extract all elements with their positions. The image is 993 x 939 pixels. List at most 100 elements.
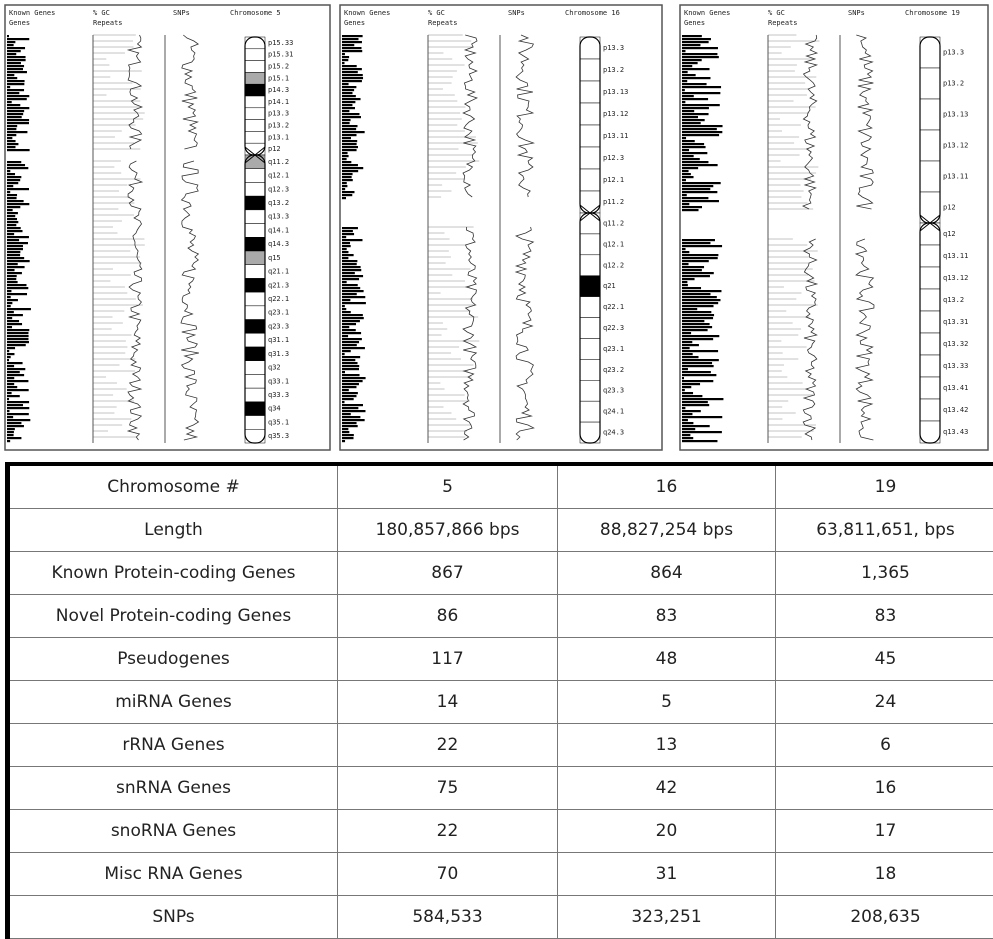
gene-bar <box>7 206 20 208</box>
band-label: q12.1 <box>268 172 289 180</box>
cell: 16 <box>776 767 993 810</box>
band-label: p13.12 <box>603 110 628 118</box>
gene-bar <box>682 86 721 88</box>
gene-bar <box>342 248 347 250</box>
gene-bar <box>7 197 17 199</box>
band-label: q22.3 <box>603 324 624 332</box>
row-label: Pseudogenes <box>8 638 338 681</box>
track-header: Repeats <box>93 19 123 27</box>
gene-bar <box>7 182 18 184</box>
gene-bar <box>682 380 713 382</box>
band-label: q11.2 <box>603 219 624 227</box>
gene-bar <box>7 371 20 373</box>
gene-bar <box>7 335 29 337</box>
gene-bar <box>682 44 700 46</box>
gene-bar <box>682 350 718 352</box>
cell: 5 <box>558 681 776 724</box>
cell: 117 <box>338 638 558 681</box>
gene-bar <box>342 365 359 367</box>
gene-bar <box>7 431 14 433</box>
gene-bar <box>682 113 709 115</box>
gene-bar <box>7 323 22 325</box>
gene-bar <box>342 101 355 103</box>
gene-bar <box>7 176 21 178</box>
gene-bar <box>7 269 15 271</box>
band <box>245 224 265 238</box>
cell: 22 <box>338 810 558 853</box>
gene-bar <box>682 59 702 61</box>
band-label: q13.42 <box>943 406 968 414</box>
gene-bar <box>342 344 357 346</box>
gene-bar <box>342 395 356 397</box>
band <box>920 355 940 377</box>
band <box>245 96 265 108</box>
gene-bar <box>7 62 21 64</box>
gene-bar <box>7 230 23 232</box>
gene-bar <box>7 422 21 424</box>
band-label: p13.13 <box>943 111 968 119</box>
band <box>245 131 265 143</box>
gene-bar <box>342 263 357 265</box>
gene-bar <box>7 212 18 214</box>
band-label: q33.3 <box>268 391 289 399</box>
gene-bar <box>682 377 684 379</box>
gene-bar <box>342 182 347 184</box>
gene-bar <box>682 395 702 397</box>
band <box>580 380 600 401</box>
cell: 31 <box>558 853 776 896</box>
gene-bar <box>682 152 707 154</box>
band <box>245 251 265 265</box>
gene-bar <box>7 209 13 211</box>
gene-bar <box>7 233 14 235</box>
row-label: Known Protein-coding Genes <box>8 552 338 595</box>
band <box>580 191 600 213</box>
band-label: p12 <box>943 204 956 212</box>
gene-bar <box>342 251 348 253</box>
gene-bar <box>7 188 29 190</box>
band <box>245 265 265 279</box>
gene-bar <box>682 302 718 304</box>
cell: 24 <box>776 681 993 724</box>
gene-bar <box>342 44 354 46</box>
gene-bar <box>342 155 349 157</box>
band <box>920 377 940 399</box>
band <box>580 147 600 169</box>
panel-border <box>680 5 988 450</box>
gene-bar <box>682 83 707 85</box>
gene-bar <box>7 296 11 298</box>
gene-bar <box>7 149 30 151</box>
gene-bar <box>682 323 710 325</box>
gene-bar <box>342 287 360 289</box>
track-header: % GC <box>768 9 785 17</box>
gene-bar <box>7 167 28 169</box>
gene-bar <box>7 350 9 352</box>
chromosome-title: Chromosome 16 <box>565 9 620 17</box>
gene-bar <box>342 398 354 400</box>
gene-bar <box>682 53 717 55</box>
gene-bar <box>342 281 347 283</box>
gene-bar <box>7 173 15 175</box>
track-header: Genes <box>9 19 30 27</box>
gene-bar <box>342 431 349 433</box>
gene-bar <box>682 305 714 307</box>
gene-bar <box>342 191 354 193</box>
gene-bar <box>682 248 686 250</box>
band <box>580 103 600 125</box>
gene-bar <box>7 338 28 340</box>
gene-bar <box>7 428 15 430</box>
gene-bar <box>7 170 10 172</box>
band-label: q23.1 <box>268 309 289 317</box>
gene-bar <box>7 266 25 268</box>
band <box>245 320 265 334</box>
gene-bar <box>682 347 690 349</box>
gene-bar <box>7 380 28 382</box>
gene-bar <box>7 284 26 286</box>
band <box>245 84 265 96</box>
band-label: q13.3 <box>268 213 289 221</box>
gene-bar <box>7 419 30 421</box>
gene-bar <box>682 311 711 313</box>
gene-bar <box>682 428 695 430</box>
